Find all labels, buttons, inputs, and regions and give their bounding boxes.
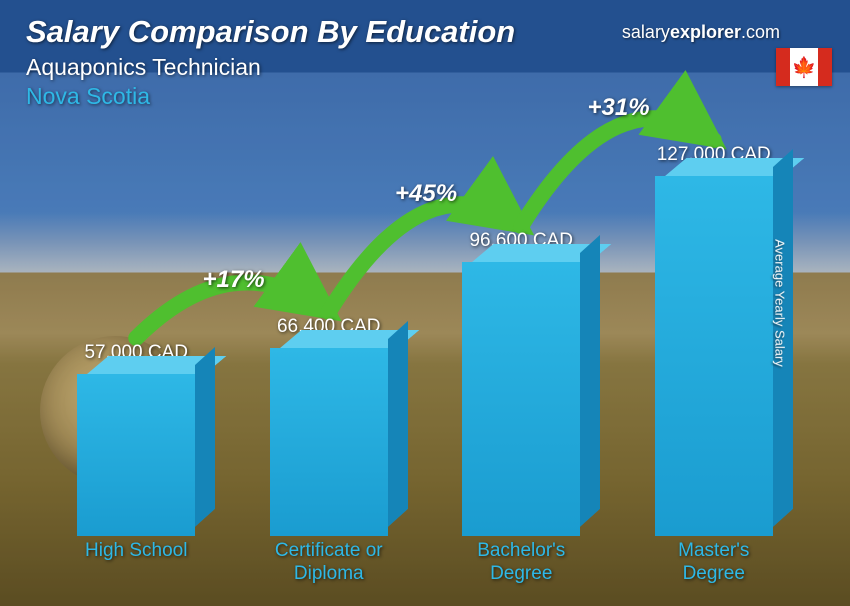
percent-increase-label: +31%	[588, 94, 650, 122]
bar-group: 96,600 CAD	[431, 230, 611, 536]
chart-subtitle: Aquaponics Technician	[26, 54, 515, 81]
bar	[655, 176, 773, 536]
chart-title: Salary Comparison By Education	[26, 14, 515, 50]
chart-region: Nova Scotia	[26, 83, 515, 110]
country-flag: 🍁	[776, 48, 832, 86]
percent-increase-label: +45%	[395, 180, 457, 208]
bar-front-face	[77, 374, 195, 536]
x-axis-label: Bachelor'sDegree	[431, 540, 611, 586]
bar-group: 66,400 CAD	[239, 316, 419, 536]
bar-side-face	[388, 321, 408, 527]
brand-prefix: salary	[622, 22, 670, 42]
y-axis-label: Average Yearly Salary	[773, 239, 788, 367]
x-axis-label: Master'sDegree	[624, 540, 804, 586]
bar-front-face	[462, 262, 580, 536]
bar-front-face	[270, 348, 388, 536]
flag-stripe-left	[776, 48, 790, 86]
x-axis-label: Certificate orDiploma	[239, 540, 419, 586]
bar	[270, 348, 388, 536]
x-axis-labels: High School Certificate orDiploma Bachelor…	[40, 540, 810, 586]
bar-group: 57,000 CAD	[46, 342, 226, 536]
flag-stripe-right	[818, 48, 832, 86]
brand-suffix: .com	[741, 22, 780, 42]
flag-leaf-icon: 🍁	[790, 48, 818, 86]
x-axis-label: High School	[46, 540, 226, 586]
bar-front-face	[655, 176, 773, 536]
bar-chart: 57,000 CAD 66,400 CAD 96,600 CAD 127,000…	[40, 130, 810, 586]
brand-bold: explorer	[670, 22, 741, 42]
header: Salary Comparison By Education Aquaponic…	[26, 14, 515, 110]
percent-increase-label: +17%	[203, 266, 265, 294]
bar	[462, 262, 580, 536]
bar	[77, 374, 195, 536]
bar-side-face	[580, 235, 600, 527]
brand-label: salaryexplorer.com	[622, 22, 780, 43]
bar-side-face	[195, 347, 215, 527]
